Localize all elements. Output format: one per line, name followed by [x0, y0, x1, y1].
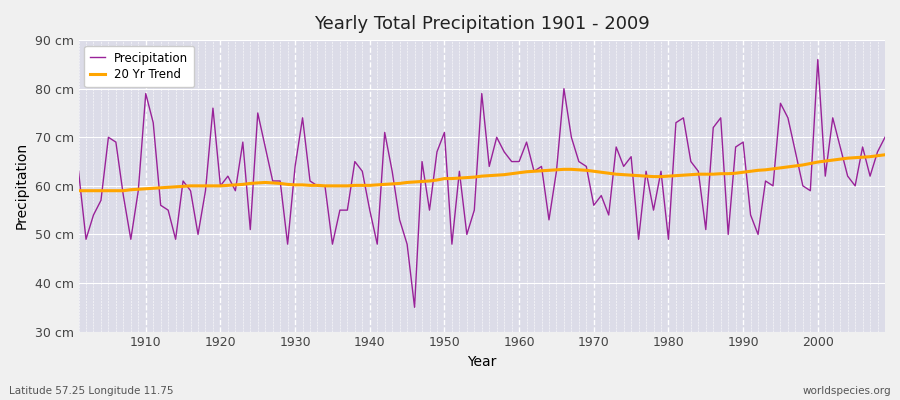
20 Yr Trend — [879, 152, 890, 157]
Precipitation — [410, 305, 420, 310]
Precipitation — [73, 169, 84, 174]
Line: 20 Yr Trend: 20 Yr Trend — [78, 155, 885, 191]
Text: worldspecies.org: worldspecies.org — [803, 386, 891, 396]
Precipitation — [813, 57, 824, 62]
Precipitation — [611, 144, 622, 149]
20 Yr Trend — [514, 170, 525, 175]
Line: Precipitation: Precipitation — [78, 60, 885, 307]
Y-axis label: Precipitation: Precipitation — [15, 142, 29, 230]
Legend: Precipitation, 20 Yr Trend: Precipitation, 20 Yr Trend — [85, 46, 194, 87]
20 Yr Trend — [133, 187, 144, 192]
20 Yr Trend — [506, 171, 517, 176]
20 Yr Trend — [342, 184, 353, 188]
Precipitation — [297, 116, 308, 120]
20 Yr Trend — [297, 182, 308, 187]
20 Yr Trend — [603, 171, 614, 176]
X-axis label: Year: Year — [467, 355, 497, 369]
Precipitation — [342, 208, 353, 212]
Title: Yearly Total Precipitation 1901 - 2009: Yearly Total Precipitation 1901 - 2009 — [314, 15, 650, 33]
Precipitation — [514, 159, 525, 164]
Precipitation — [133, 188, 144, 193]
Text: Latitude 57.25 Longitude 11.75: Latitude 57.25 Longitude 11.75 — [9, 386, 174, 396]
Precipitation — [521, 140, 532, 144]
20 Yr Trend — [73, 188, 84, 193]
Precipitation — [879, 135, 890, 140]
